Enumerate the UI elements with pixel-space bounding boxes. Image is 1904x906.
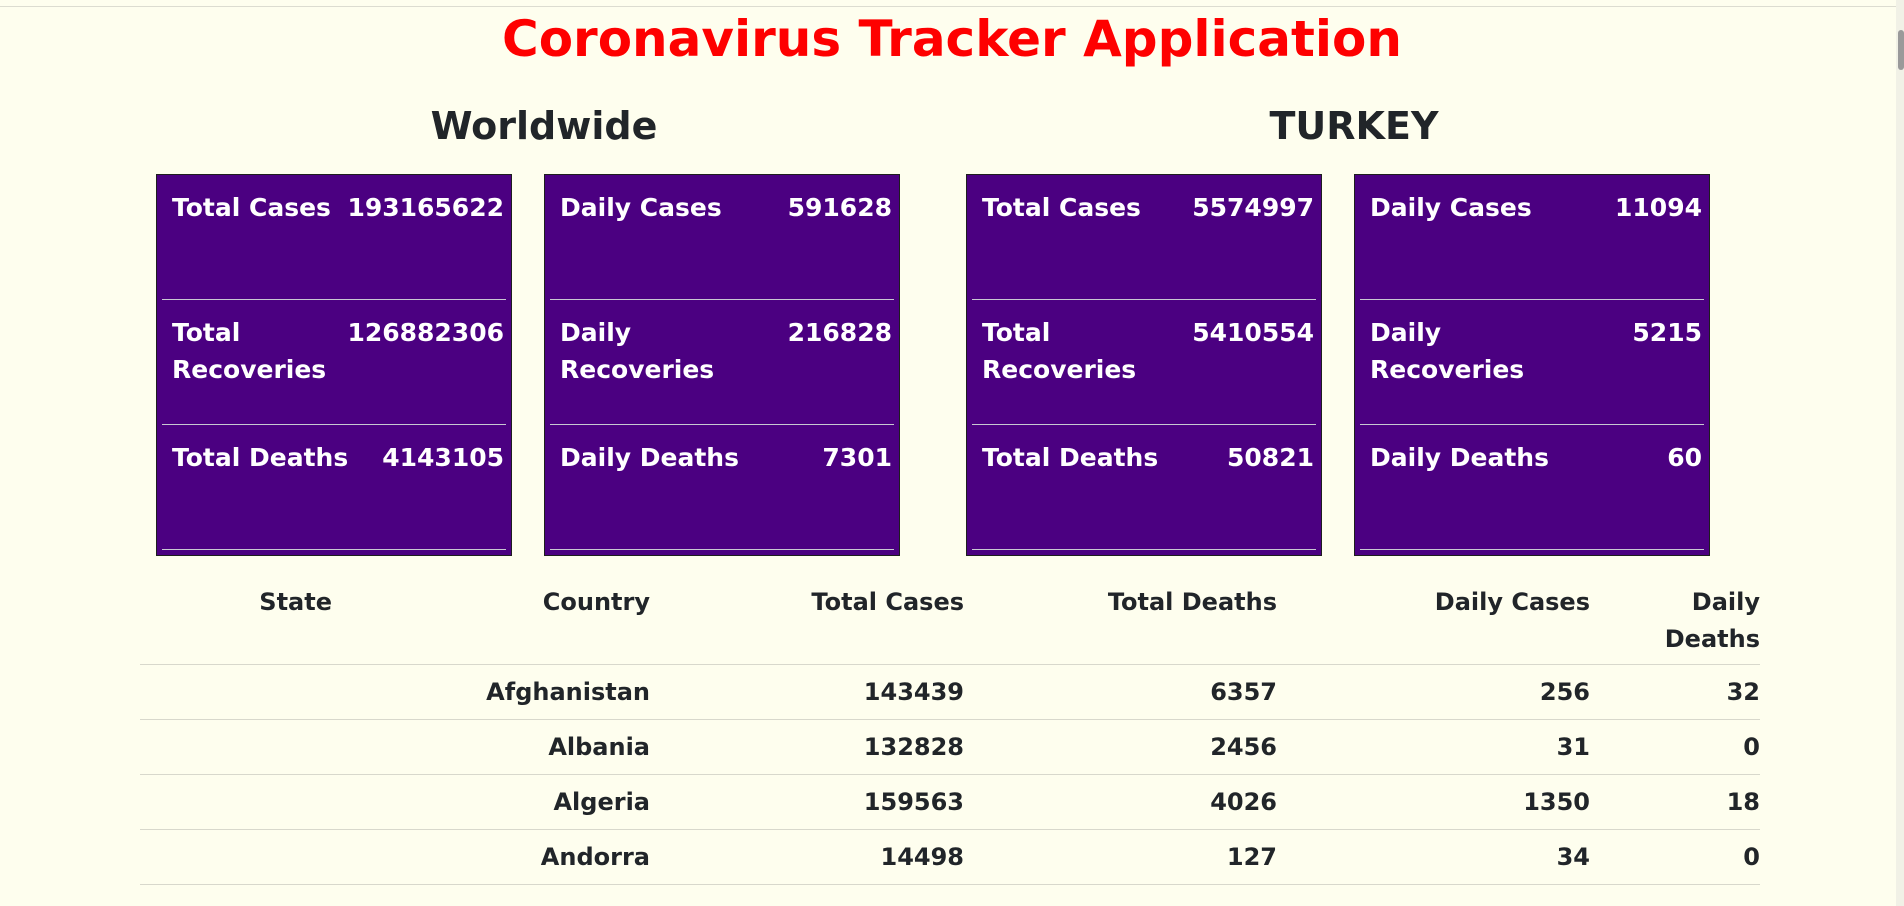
cell-total-deaths: 6357 — [964, 664, 1277, 720]
cell-daily-cases: 31 — [1277, 719, 1590, 775]
card-value: 216828 — [787, 318, 892, 347]
card-value: 5410554 — [1192, 318, 1314, 347]
cell-daily-deaths: 0 — [1590, 829, 1760, 885]
cell-state — [140, 664, 332, 720]
card-label: Total Deaths — [982, 443, 1159, 472]
cell-country: Afghanistan — [332, 664, 650, 720]
cell-total-deaths: 4026 — [964, 774, 1277, 830]
card-label: Daily Cases — [560, 193, 722, 222]
turkey-daily-cases-row: Daily Cases 11094 — [1360, 175, 1704, 300]
card-label: Daily Cases — [1370, 193, 1532, 222]
worldwide-daily-cases-row: Daily Cases 591628 — [550, 175, 894, 300]
cell-state — [140, 829, 332, 885]
card-value: 4143105 — [382, 443, 504, 472]
worldwide-daily-deaths-row: Daily Deaths 7301 — [550, 425, 894, 550]
cell-daily-deaths: 0 — [1590, 719, 1760, 775]
cell-total-cases: 14498 — [650, 829, 964, 885]
card-value: 50821 — [1227, 443, 1314, 472]
cell-daily-cases: 1350 — [1277, 774, 1590, 830]
cell-country: Albania — [332, 719, 650, 775]
card-value: 7301 — [822, 443, 892, 472]
card-value: 5574997 — [1192, 193, 1314, 222]
header-state: State — [140, 580, 332, 665]
header-daily-cases: Daily Cases — [1277, 580, 1590, 665]
app-title: Coronavirus Tracker Application — [502, 10, 1402, 68]
turkey-daily-deaths-row: Daily Deaths 60 — [1360, 425, 1704, 550]
cell-total-cases: 143439 — [650, 664, 964, 720]
turkey-total-cases-row: Total Cases 5574997 — [972, 175, 1316, 300]
worldwide-daily-card: Daily Cases 591628 Daily Recoveries 2168… — [544, 174, 900, 556]
table-row: Algeria 159563 4026 1350 18 — [140, 774, 1760, 830]
header-daily-deaths: Daily Deaths — [1590, 580, 1760, 665]
turkey-total-recoveries-row: Total Recoveries 5410554 — [972, 300, 1316, 425]
cell-daily-deaths: 18 — [1590, 774, 1760, 830]
card-value: 126882306 — [347, 318, 504, 347]
header-total-cases: Total Cases — [650, 580, 964, 665]
cell-total-cases: 159563 — [650, 774, 964, 830]
cell-country: Algeria — [332, 774, 650, 830]
card-label: Total Deaths — [172, 443, 349, 472]
cell-total-deaths: 2456 — [964, 719, 1277, 775]
page-scrollbar[interactable] — [1896, 0, 1904, 906]
table-row: Andorra 14498 127 34 0 — [140, 829, 1760, 885]
cell-total-cases: 132828 — [650, 719, 964, 775]
card-value: 60 — [1667, 443, 1702, 472]
cell-total-deaths: 127 — [964, 829, 1277, 885]
top-divider — [0, 6, 1904, 7]
turkey-total-card: Total Cases 5574997 Total Recoveries 541… — [966, 174, 1322, 556]
card-label: Daily Deaths — [560, 443, 739, 472]
turkey-daily-card: Daily Cases 11094 Daily Recoveries 5215 … — [1354, 174, 1710, 556]
worldwide-title: Worldwide — [430, 104, 658, 148]
card-label: Total Recoveries — [172, 318, 327, 384]
header-country: Country — [332, 580, 650, 665]
card-value: 5215 — [1632, 318, 1702, 347]
worldwide-total-cases-row: Total Cases 193165622 — [162, 175, 506, 300]
turkey-daily-recoveries-row: Daily Recoveries 5215 — [1360, 300, 1704, 425]
worldwide-total-recoveries-row: Total Recoveries 126882306 — [162, 300, 506, 425]
cell-daily-cases: 256 — [1277, 664, 1590, 720]
card-value: 591628 — [787, 193, 892, 222]
card-label: Daily Deaths — [1370, 443, 1549, 472]
card-label: Total Cases — [172, 193, 331, 222]
card-value: 11094 — [1615, 193, 1702, 222]
card-label: Daily Recoveries — [1370, 318, 1525, 384]
worldwide-total-card: Total Cases 193165622 Total Recoveries 1… — [156, 174, 512, 556]
cell-state — [140, 719, 332, 775]
turkey-title: TURKEY — [1269, 104, 1439, 148]
worldwide-total-deaths-row: Total Deaths 4143105 — [162, 425, 506, 550]
card-value: 193165622 — [347, 193, 504, 222]
cell-country: Andorra — [332, 829, 650, 885]
card-label: Daily Recoveries — [560, 318, 715, 384]
cell-daily-cases: 34 — [1277, 829, 1590, 885]
country-table: State Country Total Cases Total Deaths D… — [140, 580, 1760, 885]
table-row: Albania 132828 2456 31 0 — [140, 719, 1760, 775]
card-label: Total Cases — [982, 193, 1141, 222]
turkey-total-deaths-row: Total Deaths 50821 — [972, 425, 1316, 550]
header-total-deaths: Total Deaths — [964, 580, 1277, 665]
table-row: Afghanistan 143439 6357 256 32 — [140, 664, 1760, 720]
worldwide-daily-recoveries-row: Daily Recoveries 216828 — [550, 300, 894, 425]
table-header-row: State Country Total Cases Total Deaths D… — [140, 580, 1760, 665]
cell-state — [140, 774, 332, 830]
scrollbar-thumb[interactable] — [1898, 30, 1904, 70]
card-label: Total Recoveries — [982, 318, 1137, 384]
cell-daily-deaths: 32 — [1590, 664, 1760, 720]
